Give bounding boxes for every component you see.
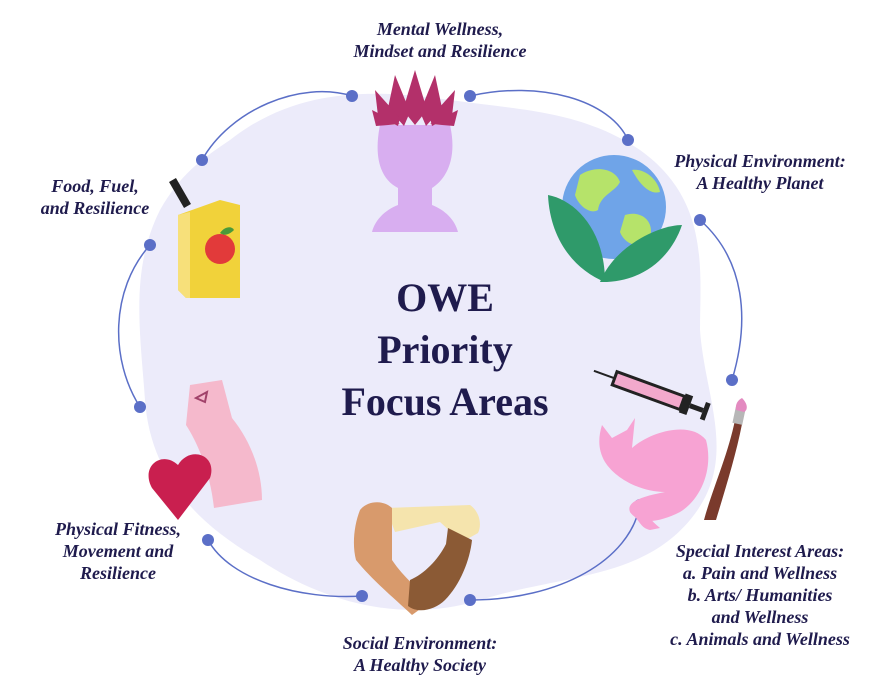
diagram-title: OWE Priority Focus Areas <box>270 272 620 428</box>
lotus-head-icon <box>372 70 458 232</box>
label-line: A Healthy Society <box>354 655 486 675</box>
title-line: OWE <box>396 275 494 320</box>
label-mental-wellness: Mental Wellness, Mindset and Resilience <box>320 18 560 62</box>
label-line: a. Pain and Wellness <box>682 563 838 583</box>
label-line: Mindset and Resilience <box>353 41 527 61</box>
label-physical-environment: Physical Environment: A Healthy Planet <box>650 150 870 194</box>
arm-heart-icon <box>148 380 262 520</box>
label-line: A Healthy Planet <box>696 173 824 193</box>
label-special-interest-areas: Special Interest Areas: a. Pain and Well… <box>645 540 875 650</box>
label-line: and Resilience <box>40 198 150 218</box>
title-line: Priority <box>377 327 513 372</box>
joined-hands-icon <box>353 502 480 615</box>
label-line: Resilience <box>80 563 156 583</box>
label-line: Physical Fitness, <box>54 519 181 539</box>
label-line: Social Environment: <box>342 633 498 653</box>
connector-lines <box>117 89 743 601</box>
syringe-cat-paintbrush-icon <box>593 369 747 530</box>
fuel-can-apple-icon <box>169 178 240 298</box>
label-line: Special Interest Areas: <box>675 541 845 561</box>
label-social-environment: Social Environment: A Healthy Society <box>310 632 530 676</box>
label-line: Physical Environment: <box>674 151 846 171</box>
title-line: Focus Areas <box>341 379 549 424</box>
label-line: Mental Wellness, <box>376 19 504 39</box>
label-line: c. Animals and Wellness <box>670 629 850 649</box>
label-line: b. Arts/ Humanities <box>687 585 833 605</box>
earth-leaves-icon <box>548 155 682 283</box>
label-line: and Wellness <box>711 607 809 627</box>
label-line: Food, Fuel, <box>51 176 139 196</box>
label-physical-fitness: Physical Fitness, Movement and Resilienc… <box>18 518 218 584</box>
label-food-fuel: Food, Fuel, and Resilience <box>15 175 175 219</box>
label-line: Movement and <box>62 541 174 561</box>
